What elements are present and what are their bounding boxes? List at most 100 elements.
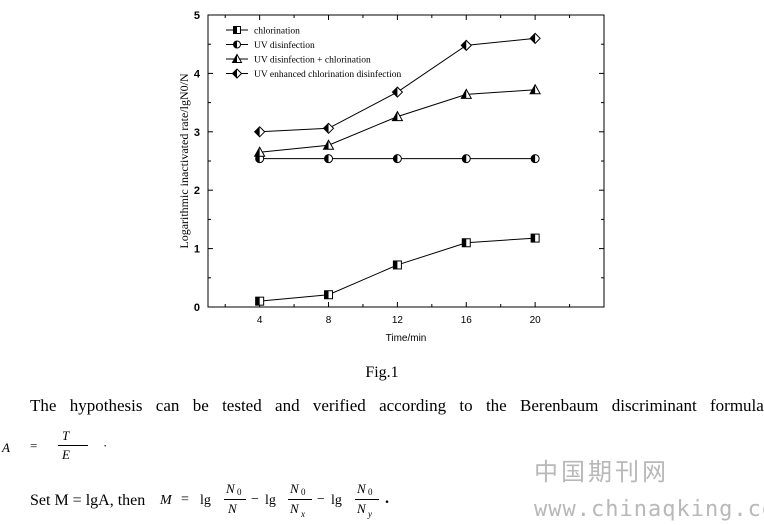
legend-label: UV disinfection bbox=[254, 40, 315, 51]
paragraph-word: to bbox=[459, 396, 473, 415]
marker-fill bbox=[255, 297, 260, 306]
formula-m-equals: = bbox=[181, 492, 189, 507]
formula-m-minus-1: − bbox=[251, 492, 259, 507]
data-point bbox=[460, 88, 473, 99]
legend-marker bbox=[231, 68, 243, 79]
paragraph-word: be bbox=[192, 396, 209, 415]
figure-caption: Fig.1 bbox=[365, 364, 399, 381]
data-point bbox=[529, 32, 541, 45]
data-point bbox=[391, 110, 404, 122]
marker-fill bbox=[531, 154, 536, 163]
marker-fill bbox=[323, 123, 329, 134]
y-tick-label: 0 bbox=[194, 302, 200, 314]
paragraph-word: tested bbox=[222, 396, 262, 415]
marker-fill bbox=[393, 154, 398, 163]
paragraph-word: discriminant bbox=[611, 396, 697, 415]
marker-fill bbox=[232, 54, 237, 63]
paragraph-word: The bbox=[30, 396, 57, 415]
data-point bbox=[255, 296, 265, 306]
data-point bbox=[460, 39, 472, 52]
formula-m-lg-2: lg bbox=[265, 493, 276, 508]
marker-fill bbox=[461, 40, 467, 51]
data-point bbox=[530, 233, 540, 243]
formula-m-den-2: N bbox=[290, 501, 299, 516]
paragraph-word: and bbox=[275, 396, 300, 415]
formula-a-numerator: T bbox=[62, 428, 70, 443]
paragraph-word: formula bbox=[710, 396, 764, 415]
marker-fill bbox=[461, 89, 467, 99]
x-tick-label: 12 bbox=[392, 315, 404, 326]
formula-a-dot: · bbox=[103, 438, 108, 453]
legend-label: UV disinfection + chlorination bbox=[254, 55, 371, 66]
legend-marker bbox=[231, 53, 243, 63]
data-point bbox=[391, 86, 404, 98]
data-point bbox=[324, 290, 334, 300]
paragraph-word: hypothesis bbox=[69, 396, 143, 415]
x-tick-label: 8 bbox=[326, 315, 332, 326]
legend-label: chlorination bbox=[254, 27, 300, 37]
paragraph-word: the bbox=[485, 396, 507, 415]
formula-m-n0-1: N bbox=[226, 481, 235, 496]
formula-a-equals: = bbox=[30, 438, 38, 453]
marker-fill bbox=[531, 234, 536, 243]
marker-fill bbox=[323, 140, 329, 150]
data-point bbox=[392, 154, 402, 164]
y-tick-label: 3 bbox=[194, 127, 200, 139]
fraction-bar-1 bbox=[224, 499, 246, 500]
marker-fill bbox=[393, 260, 398, 269]
marker-fill bbox=[392, 111, 398, 121]
formula-m-n0-2: N bbox=[290, 481, 299, 496]
y-tick-label: 1 bbox=[194, 244, 200, 256]
y-tick-label: 2 bbox=[194, 185, 200, 197]
formula-m-prefix: Set M = lgA, then bbox=[30, 492, 146, 509]
formula-m-den-3: N bbox=[357, 501, 366, 516]
marker-fill bbox=[462, 238, 467, 247]
marker-fill bbox=[324, 290, 329, 299]
paragraph-word: verified bbox=[312, 396, 366, 415]
body-paragraph: The hypothesis can be tested and verified accor… bbox=[30, 396, 764, 416]
x-tick-label: 20 bbox=[530, 315, 542, 326]
marker-fill bbox=[462, 154, 467, 163]
data-point bbox=[253, 146, 266, 157]
data-point bbox=[530, 154, 540, 164]
formula-m: Set M = lgA, then M = lg N 0 N − lg N 0 … bbox=[30, 480, 430, 524]
marker-fill bbox=[392, 87, 398, 98]
marker-fill bbox=[254, 147, 260, 157]
paragraph-word: according bbox=[379, 396, 447, 415]
data-point bbox=[529, 83, 541, 95]
data-point bbox=[322, 139, 335, 150]
formula-m-den-1: N bbox=[228, 501, 237, 516]
marker-fill bbox=[232, 69, 237, 78]
paragraph-word: can bbox=[155, 396, 180, 415]
formula-m-end: . bbox=[385, 490, 389, 507]
formula-a-fraction-bar bbox=[58, 445, 88, 446]
legend-marker bbox=[233, 26, 241, 34]
legend-label: UV enhanced chlorination disinfection bbox=[254, 69, 402, 80]
formula-m-subx: x bbox=[301, 509, 305, 519]
marker-fill bbox=[233, 26, 237, 34]
fraction-bar-2 bbox=[288, 499, 312, 500]
marker-fill bbox=[530, 33, 536, 44]
formula-a-denominator: E bbox=[62, 447, 70, 462]
paragraph-word: Berenbaum bbox=[520, 396, 599, 415]
formula-m-lg-3: lg bbox=[331, 493, 342, 508]
series-line-1 bbox=[259, 237, 536, 302]
formula-m-suby: y bbox=[368, 509, 372, 519]
formula-m-sub0-2: 0 bbox=[301, 487, 306, 497]
formula-a-lhs: A bbox=[2, 440, 10, 455]
x-axis-label: Time/min bbox=[386, 333, 427, 344]
formula-m-lg-1: lg bbox=[200, 493, 211, 508]
fraction-bar-3 bbox=[355, 499, 379, 500]
formula-m-n0-3: N bbox=[357, 481, 366, 496]
y-axis-label: Logarithmic inactivated rate/lgN0/N bbox=[177, 73, 191, 249]
data-point bbox=[461, 154, 471, 164]
legend-marker bbox=[233, 40, 241, 49]
marker-fill bbox=[233, 41, 237, 48]
data-point bbox=[322, 122, 335, 135]
formula-m-lhs: M bbox=[160, 493, 172, 508]
data-point bbox=[253, 126, 266, 138]
formula-m-sub0-3: 0 bbox=[368, 487, 373, 497]
watermark-url: www.chinaqking.com bbox=[534, 497, 764, 522]
y-tick-label: 5 bbox=[194, 10, 200, 22]
